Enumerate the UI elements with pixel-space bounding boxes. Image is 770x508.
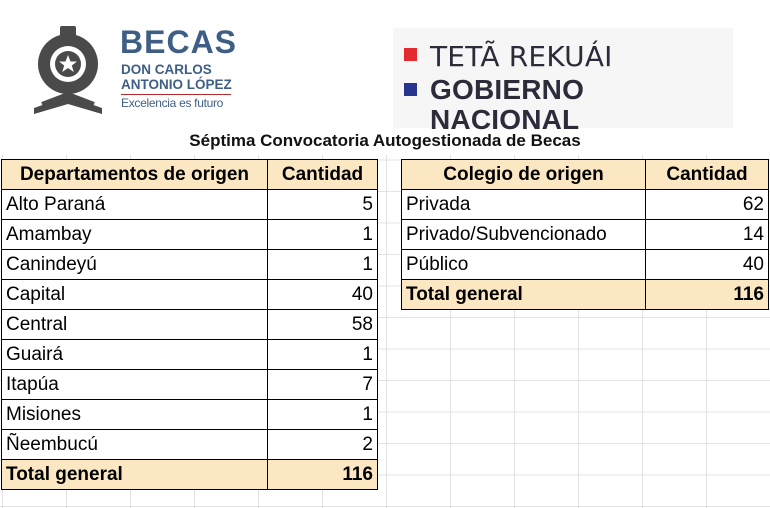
- cell-name[interactable]: Privado/Subvencionado: [401, 219, 646, 250]
- total-value[interactable]: 116: [645, 279, 769, 310]
- total-label[interactable]: Total general: [1, 459, 268, 490]
- page-title: Séptima Convocatoria Autogestionada de B…: [189, 131, 581, 150]
- header-departamentos[interactable]: Departamentos de origen: [1, 159, 268, 190]
- cell-count[interactable]: 14: [645, 219, 769, 250]
- cell-count[interactable]: 1: [267, 399, 378, 430]
- cell-name[interactable]: Amambay: [1, 219, 268, 250]
- table-row: Central 58: [1, 309, 378, 340]
- table-row: Guairá 1: [1, 339, 378, 370]
- becas-slogan: Excelencia es futuro: [121, 96, 224, 110]
- cell-name[interactable]: Capital: [1, 279, 268, 310]
- red-square-icon: [404, 48, 417, 61]
- cell-count[interactable]: 5: [267, 189, 378, 220]
- table-row: Amambay 1: [1, 219, 378, 250]
- table-row: Misiones 1: [1, 399, 378, 430]
- table-header-row: Departamentos de origen Cantidad: [1, 159, 378, 190]
- header-cantidad[interactable]: Cantidad: [267, 159, 378, 190]
- becas-title: BECAS: [120, 24, 238, 60]
- header-cantidad[interactable]: Cantidad: [645, 159, 769, 190]
- cell-count[interactable]: 40: [267, 279, 378, 310]
- gobierno-logo: TETÃ REKUÁI GOBIERNO NACIONAL: [393, 28, 733, 135]
- colegio-table: Colegio de origen Cantidad Privada 62 Pri…: [401, 159, 769, 310]
- becas-subtitle-1: DON CARLOS: [121, 62, 212, 77]
- gobierno-line1: TETÃ REKUÁI: [430, 40, 613, 73]
- becas-subtitle-2: ANTONIO LÓPEZ: [121, 77, 232, 92]
- table-row: Canindeyú 1: [1, 249, 378, 280]
- cell-name[interactable]: Guairá: [1, 339, 268, 370]
- cell-name[interactable]: Central: [1, 309, 268, 340]
- table-row: Itapúa 7: [1, 369, 378, 400]
- table-row: Público 40: [401, 249, 769, 280]
- table-row: Ñeembucú 2: [1, 429, 378, 460]
- cell-count[interactable]: 1: [267, 339, 378, 370]
- total-row: Total general 116: [1, 459, 378, 490]
- cell-name[interactable]: Privada: [401, 189, 646, 220]
- cell-count[interactable]: 62: [645, 189, 769, 220]
- becas-emblem-icon: [34, 26, 102, 114]
- cell-count[interactable]: 2: [267, 429, 378, 460]
- departamentos-table: Departamentos de origen Cantidad Alto Pa…: [1, 159, 378, 490]
- cell-name[interactable]: Ñeembucú: [1, 429, 268, 460]
- cell-count[interactable]: 1: [267, 219, 378, 250]
- table-row: Privada 62: [401, 189, 769, 220]
- table-row: Alto Paraná 5: [1, 189, 378, 220]
- header-colegio[interactable]: Colegio de origen: [401, 159, 646, 190]
- table-row: Privado/Subvencionado 14: [401, 219, 769, 250]
- total-label[interactable]: Total general: [401, 279, 646, 310]
- cell-name[interactable]: Misiones: [1, 399, 268, 430]
- cell-name[interactable]: Canindeyú: [1, 249, 268, 280]
- cell-name[interactable]: Alto Paraná: [1, 189, 268, 220]
- blue-square-icon: [404, 83, 417, 96]
- gobierno-line2: GOBIERNO NACIONAL: [430, 74, 585, 135]
- becas-divider: [121, 94, 231, 95]
- cell-count[interactable]: 40: [645, 249, 769, 280]
- cell-count[interactable]: 7: [267, 369, 378, 400]
- table-row: Capital 40: [1, 279, 378, 310]
- total-row: Total general 116: [401, 279, 769, 310]
- cell-count[interactable]: 58: [267, 309, 378, 340]
- becas-logo: BECAS DON CARLOS ANTONIO LÓPEZ Excelenci…: [28, 22, 238, 122]
- table-header-row: Colegio de origen Cantidad: [401, 159, 769, 190]
- cell-name[interactable]: Itapúa: [1, 369, 268, 400]
- cell-name[interactable]: Público: [401, 249, 646, 280]
- total-value[interactable]: 116: [267, 459, 378, 490]
- cell-count[interactable]: 1: [267, 249, 378, 280]
